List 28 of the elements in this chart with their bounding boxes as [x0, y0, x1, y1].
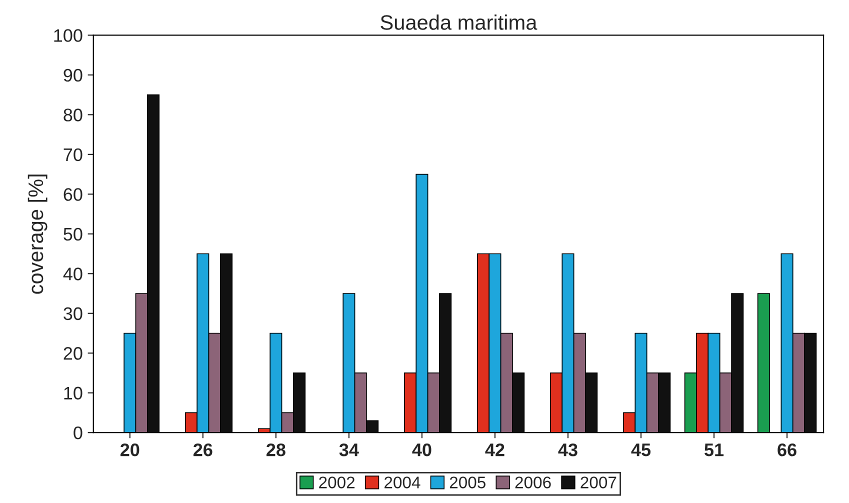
x-tick-label: 43	[558, 443, 578, 456]
legend-label: 2002	[319, 476, 355, 488]
y-tick-label: 80	[64, 108, 82, 122]
y-tick-label: 40	[63, 268, 82, 280]
y-tick-label: 60	[64, 188, 82, 201]
y-tick-label: 30	[64, 307, 82, 320]
x-tick-label: 34	[339, 443, 359, 456]
x-tick-label: 42	[485, 443, 504, 456]
legend-label: 2004	[384, 476, 420, 488]
y-tick-label: 0	[74, 426, 82, 440]
x-tick-label: 40	[412, 443, 432, 456]
x-tick-label: 51	[704, 444, 724, 456]
x-tick-label: 45	[631, 444, 651, 456]
x-tick-label: 26	[193, 443, 212, 456]
y-tick-label: 20	[64, 347, 82, 360]
x-tick-label: 28	[266, 443, 286, 456]
x-tick-label: 20	[120, 443, 140, 456]
y-tick-label: 100	[54, 29, 82, 42]
chart-title: Suaeda maritima	[380, 14, 538, 30]
legend-label: 2006	[515, 476, 551, 488]
y-tick-label: 50	[64, 228, 82, 241]
legend-label: 2005	[450, 476, 486, 488]
legend-label: 2007	[580, 476, 616, 488]
x-tick-label: 66	[778, 443, 796, 456]
y-axis-title: coverage [%]	[28, 174, 48, 294]
y-tick-label: 90	[64, 68, 82, 82]
y-tick-label: 10	[64, 386, 82, 400]
y-tick-label: 70	[64, 148, 82, 162]
